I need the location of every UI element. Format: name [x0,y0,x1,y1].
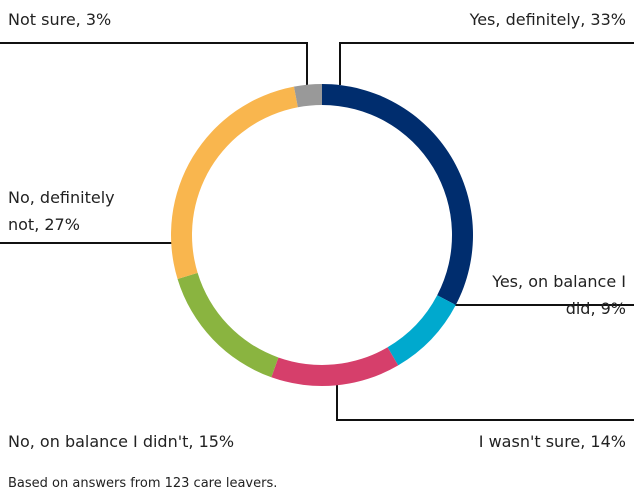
segment-label: No, on balance I didn't, 15% [8,432,235,451]
segment-label: No, definitely not, 27% [8,188,115,234]
segment-label: Yes, definitely, 33% [469,10,626,29]
segment-label: Yes, on balance I did, 9% [492,272,626,318]
leader-line [0,42,308,85]
note: Based on answers from 123 care leavers. [8,476,278,491]
donut-segment [293,84,322,108]
donut-segment [177,272,279,378]
donut-segment [387,295,456,366]
leader-line [339,42,634,85]
donut-segment [322,84,474,306]
leader-line [336,380,634,421]
segment-label: Not sure, 3% [8,10,112,29]
segment-label: I wasn't sure, 14% [478,432,626,451]
donut-segment [170,86,298,279]
donut-segment [271,347,399,386]
